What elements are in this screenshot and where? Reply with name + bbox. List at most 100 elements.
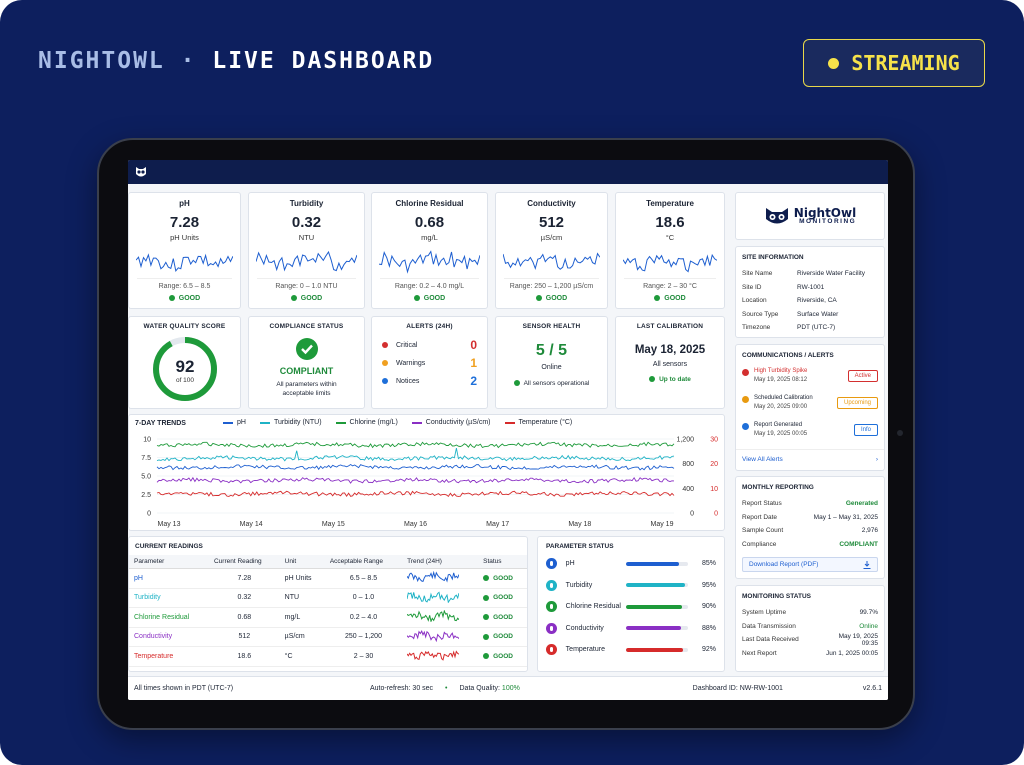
comm-badge[interactable]: Upcoming xyxy=(836,397,878,409)
metric-value: 0.68 xyxy=(414,214,445,231)
comm-time: May 19, 2025 08:12 xyxy=(754,377,808,383)
table-row[interactable]: Temperature 18.6 °C 2 – 30 GOOD xyxy=(129,646,527,667)
metric-unit: mg/L xyxy=(421,233,438,242)
metric-range: Range: 0.2 – 4.0 mg/L xyxy=(380,278,479,290)
site-info-key: Site Name xyxy=(742,270,773,278)
param-reading: 0.32 xyxy=(208,588,280,608)
legend-label: pH xyxy=(237,419,246,426)
monitoring-value: May 19, 2025 09:35 xyxy=(838,632,878,647)
param-status-row[interactable]: Chlorine Residual 90% xyxy=(538,596,724,618)
download-report-button[interactable]: Download Report (PDF) xyxy=(742,557,878,572)
table-row[interactable]: Chlorine Residual 0.68 mg/L 0.2 – 4.0 GOOD xyxy=(129,607,527,628)
y-tick-temp: 20 xyxy=(710,461,718,468)
metric-status: GOOD xyxy=(496,295,607,302)
metric-card-4[interactable]: Temperature 18.6 °C Range: 2 – 30 °C GOOD xyxy=(615,192,725,309)
metric-status: GOOD xyxy=(616,295,724,302)
site-title: SITE INFORMATION xyxy=(742,254,804,261)
footer-dq: 100% xyxy=(501,685,520,692)
legend-item[interactable]: pH xyxy=(223,419,246,426)
monthly-row: Report Status Generated xyxy=(736,497,884,511)
logo-card: NightOwl MONITORING xyxy=(735,192,885,240)
monthly-value: Generated xyxy=(845,500,878,508)
legend-item[interactable]: Turbidity (NTU) xyxy=(259,419,322,426)
metric-card-1[interactable]: Turbidity 0.32 NTU Range: 0 – 1.0 NTU GOOD xyxy=(248,192,365,309)
comm-alert-item[interactable]: High Turbidity Spike May 19, 2025 08:12 Ac… xyxy=(736,365,884,392)
param-unit: µS/cm xyxy=(279,627,325,647)
param-status: GOOD xyxy=(478,627,527,647)
y-tick-temp: 30 xyxy=(710,437,718,444)
x-tick: May 15 xyxy=(322,521,345,528)
dashboard-screen: pH 7.28 pH Units Range: 6.5 – 8.5 GOOD Turbid… xyxy=(128,160,888,700)
sensor-label: Online xyxy=(541,364,562,371)
param-status-row[interactable]: pH 85% xyxy=(538,553,724,575)
metric-card-0[interactable]: pH 7.28 pH Units Range: 6.5 – 8.5 GOOD xyxy=(128,192,241,309)
status-dot-icon xyxy=(413,295,420,302)
param-icon-dot xyxy=(549,561,553,567)
comm-title: Scheduled Calibration xyxy=(754,395,813,401)
site-info-key: Source Type xyxy=(742,310,779,318)
chevron-right-icon: › xyxy=(875,456,878,463)
sensor-title: SENSOR HEALTH xyxy=(522,323,581,330)
table-row[interactable]: Conductivity 512 µS/cm 250 – 1,200 GOOD xyxy=(129,627,527,647)
monthly-reporting-card: MONTHLY REPORTING Report Status Generated… xyxy=(735,476,885,579)
metric-sparkline xyxy=(379,250,480,274)
logo-line-1: NightOwl xyxy=(793,205,857,220)
trend-sparkline xyxy=(406,591,460,604)
alert-row[interactable]: Critical 0 xyxy=(382,336,477,354)
alert-row[interactable]: Warnings 1 xyxy=(382,354,477,372)
alert-row[interactable]: Notices 2 xyxy=(382,372,477,390)
status-dot-icon xyxy=(483,653,490,660)
metric-unit: °C xyxy=(665,233,675,242)
monitoring-row: Data Transmission Online xyxy=(736,620,884,634)
y-tick-right: 1,200 xyxy=(676,437,694,444)
score-of: of 100 xyxy=(175,377,193,384)
param-reading: 7.28 xyxy=(208,568,280,589)
comm-badge[interactable]: Info xyxy=(853,424,878,436)
param-status-label: GOOD xyxy=(493,574,513,582)
site-info-value: PDT (UTC-7) xyxy=(797,324,836,332)
param-unit: °C xyxy=(279,646,325,667)
brand-name: NIGHTOWL xyxy=(38,48,165,74)
table-row[interactable]: pH 7.28 pH Units 6.5 – 8.5 GOOD xyxy=(129,568,527,589)
communications-card: COMMUNICATIONS / ALERTS High Turbidity S… xyxy=(735,344,885,471)
param-status-row[interactable]: Temperature 92% xyxy=(538,639,724,661)
param-trend xyxy=(402,627,479,647)
metric-card-2[interactable]: Chlorine Residual 0.68 mg/L Range: 0.2 – 4.… xyxy=(371,192,488,309)
legend-item[interactable]: Temperature (°C) xyxy=(504,419,572,426)
alert-label: Warnings xyxy=(396,359,426,367)
param-status-name: Chlorine Residual xyxy=(565,603,621,611)
param-unit: NTU xyxy=(279,588,325,608)
pstatus-title: PARAMETER STATUS xyxy=(546,543,614,550)
comm-alert-item[interactable]: Scheduled Calibration May 20, 2025 09:00 U… xyxy=(736,392,884,419)
param-icon xyxy=(546,601,557,613)
param-status-pct: 95% xyxy=(701,581,716,589)
param-status-row[interactable]: Turbidity 95% xyxy=(538,575,724,597)
trend-series-line xyxy=(156,476,675,484)
param-status: GOOD xyxy=(478,568,527,589)
param-status-pct: 90% xyxy=(701,603,716,611)
legend-swatch xyxy=(223,421,233,424)
param-status: GOOD xyxy=(478,588,527,608)
metric-card-3[interactable]: Conductivity 512 µS/cm Range: 250 – 1,200 µ… xyxy=(495,192,608,309)
site-info-card: SITE INFORMATION Site Name Riverside Wate… xyxy=(735,246,885,338)
param-status-row[interactable]: Conductivity 88% xyxy=(538,618,724,640)
legend-item[interactable]: Conductivity (µS/cm) xyxy=(411,419,491,426)
view-all-alerts-link[interactable]: View All Alerts › xyxy=(736,449,884,463)
legend-item[interactable]: Chlorine (mg/L) xyxy=(335,419,398,426)
metric-unit: µS/cm xyxy=(540,233,563,242)
comm-alert-item[interactable]: Report Generated May 19, 2025 00:05 Info xyxy=(736,419,884,446)
monitoring-title: MONITORING STATUS xyxy=(742,593,811,600)
metric-status-label: GOOD xyxy=(300,295,323,302)
footer-dot-icon: • xyxy=(445,685,448,692)
comm-badge[interactable]: Active xyxy=(847,370,878,382)
trends-card: 7-DAY TRENDS pH Turbidity (NTU) Chlorine (… xyxy=(128,414,725,531)
param-status-name: Conductivity xyxy=(565,624,604,632)
table-row[interactable]: Turbidity 0.32 NTU 0 – 1.0 GOOD xyxy=(129,588,527,608)
footer-dq-label: Data Quality: xyxy=(459,685,500,692)
param-status-name: Turbidity xyxy=(565,581,593,589)
metric-status-label: GOOD xyxy=(178,295,201,302)
trend-series-line xyxy=(156,490,675,498)
alert-label: Notices xyxy=(396,377,420,385)
legend-label: Chlorine (mg/L) xyxy=(349,419,398,426)
sensor-ok-icon xyxy=(513,380,520,387)
